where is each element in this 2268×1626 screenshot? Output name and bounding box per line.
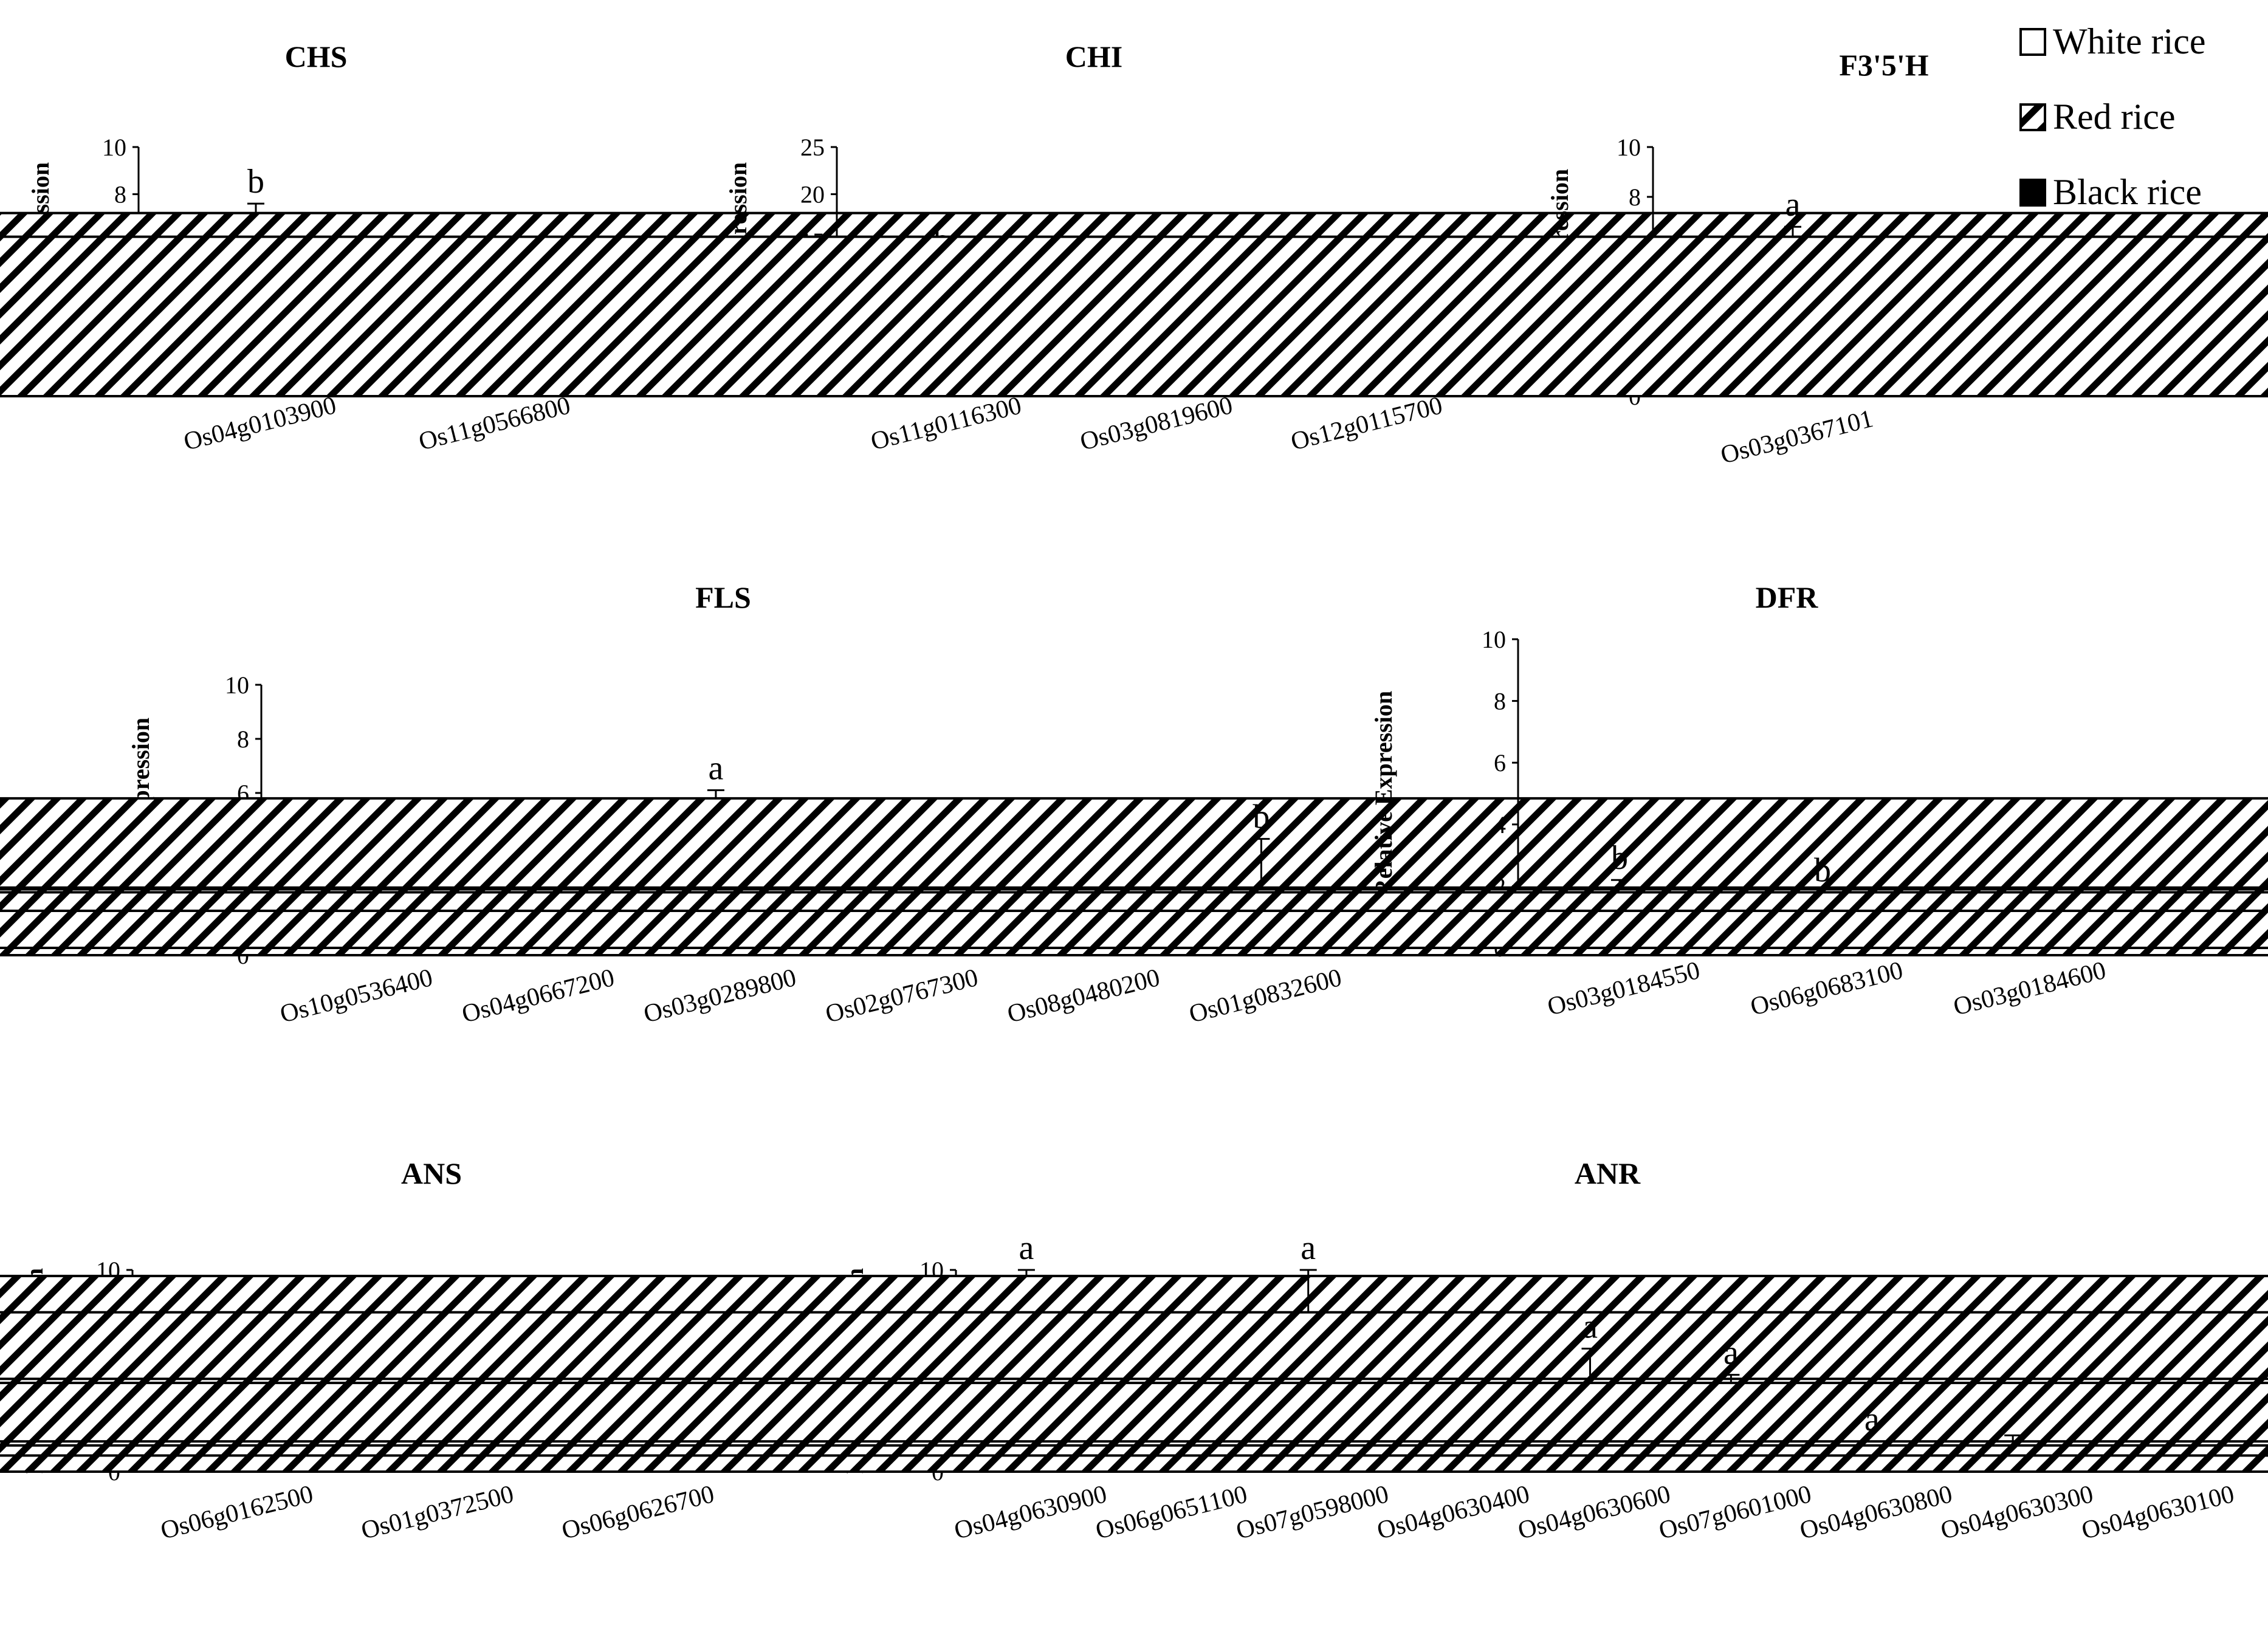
x-category-label: Os03g0184550 (1545, 956, 1703, 1021)
bar-red-rice (0, 235, 2268, 397)
y-tick-label: 6 (1494, 749, 1506, 777)
x-category-label: Os01g0832600 (1186, 964, 1344, 1029)
y-tick-label: 8 (1629, 184, 1641, 211)
x-category-label: Os10g0536400 (277, 964, 435, 1029)
x-category-label: Os04g0630600 (1515, 1480, 1673, 1545)
legend-label: White rice (2053, 21, 2206, 61)
x-category-label: Os11g0566800 (416, 391, 574, 456)
y-tick-label: 10 (102, 134, 126, 161)
legend-swatch-hatched (2019, 103, 2046, 131)
x-category-label: Os03g0184600 (1951, 956, 2109, 1021)
bar-red-rice (0, 910, 2268, 950)
y-tick-label: 8 (1494, 688, 1506, 715)
significance-letter: a (708, 750, 723, 787)
chart-title: F3'5'H (1839, 48, 1928, 82)
chart-title: FLS (695, 580, 751, 614)
significance-letter: a (1582, 1308, 1598, 1345)
significance-letter: b (1814, 852, 1831, 890)
x-category-label: Os04g0630100 (2079, 1480, 2237, 1545)
y-tick-label: 20 (800, 181, 825, 208)
y-tick-label: 8 (114, 181, 126, 208)
x-category-label: Os06g0683100 (1748, 956, 1906, 1021)
significance-letter: a (1723, 1334, 1739, 1372)
x-category-label: Os04g0630300 (1938, 1480, 2096, 1545)
x-category-label: Os07g0598000 (1233, 1480, 1391, 1545)
x-category-label: Os06g0626700 (559, 1480, 717, 1545)
x-category-label: Os03g0819600 (1077, 391, 1235, 456)
legend-swatch-black (2019, 179, 2046, 207)
bar-red-rice (0, 1454, 2268, 1473)
x-category-label: Os04g0630400 (1374, 1480, 1532, 1545)
significance-letter: a (1785, 186, 1801, 224)
x-category-label: Os08g0480200 (1005, 964, 1163, 1029)
significance-letter: b (247, 163, 264, 201)
x-category-label: Os04g0103900 (181, 391, 339, 456)
significance-letter: a (1301, 1229, 1316, 1267)
chart-title: ANR (1575, 1156, 1641, 1190)
x-category-label: Os11g0116300 (868, 391, 1024, 456)
significance-letter: a (1864, 1401, 1880, 1438)
x-category-label: Os04g0667200 (459, 964, 617, 1029)
panel-anr: ANRRelative Expression0246810cabOs04g063… (0, 1156, 2268, 1545)
y-tick-label: 10 (225, 671, 249, 699)
legend: White rice Red rice Black rice (2019, 21, 2206, 212)
y-tick-label: 10 (1482, 626, 1506, 653)
x-category-label: Os04g0630900 (952, 1480, 1110, 1545)
y-tick-label: 10 (1617, 134, 1641, 161)
y-tick-label: 4 (1494, 811, 1506, 839)
significance-letter: b (1611, 839, 1628, 877)
chart-title: DFR (1756, 580, 1819, 614)
x-category-label: Os01g0372500 (359, 1480, 517, 1545)
x-category-label: Os03g0367101 (1718, 405, 1876, 470)
x-category-label: Os06g0162500 (158, 1480, 316, 1545)
significance-letter: b (1253, 798, 1270, 836)
chart-title: ANS (401, 1156, 462, 1190)
chart-title: CHI (1065, 39, 1122, 74)
significance-letter: a (1019, 1229, 1034, 1267)
x-category-label: Os12g0115700 (1288, 391, 1446, 456)
legend-swatch-white (2019, 28, 2046, 56)
x-category-label: Os03g0289800 (641, 964, 799, 1029)
x-category-label: Os02g0767300 (823, 964, 981, 1029)
panel-fls: FLSRelative Expression0246810Os10g053640… (0, 580, 2268, 1029)
legend-label: Black rice (2053, 172, 2202, 212)
y-tick-label: 25 (800, 134, 825, 161)
y-axis-label: Relative Expression (1370, 691, 1397, 896)
legend-label: Red rice (2053, 97, 2176, 137)
x-category-label: Os07g0601000 (1656, 1480, 1814, 1545)
x-category-label: Os04g0630800 (1797, 1480, 1955, 1545)
x-category-label: Os06g0651100 (1093, 1480, 1250, 1545)
y-tick-label: 8 (237, 726, 249, 753)
chart-title: CHS (285, 39, 348, 74)
panel-f35h: F3'5'HRelative Expression0246810cabOs03g… (0, 48, 2268, 470)
